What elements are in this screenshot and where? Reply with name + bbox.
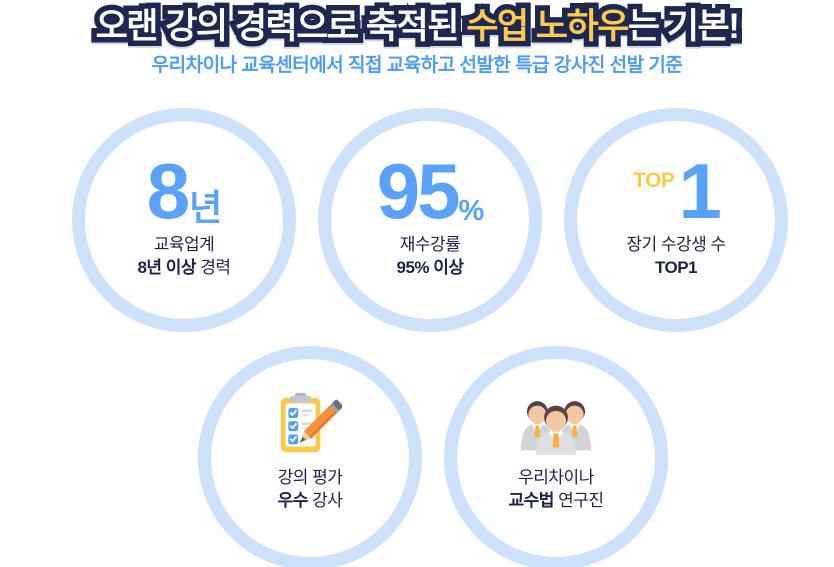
stat-prefix: TOP	[633, 169, 675, 193]
caption-line2: 95% 이상	[377, 257, 484, 280]
stat-number: 8	[146, 147, 190, 236]
caption-line2: 8년 이상 경력	[137, 257, 231, 280]
caption-line2-regular: 연구진	[553, 490, 604, 510]
stat-number: 1	[678, 147, 721, 236]
title-highlight: 수업 노하우	[466, 7, 629, 46]
clipboard-checklist-icon	[278, 392, 343, 458]
caption-line1: 교육업계	[153, 235, 215, 255]
stat-circle-reenrollment: 95% 재수강률 95% 이상	[318, 108, 542, 332]
stat-number: 95	[376, 147, 461, 236]
title-highlight: 수업 노하우	[461, 2, 635, 52]
caption-line1: 강의 평가	[277, 467, 343, 487]
stat-content: 95% 재수강률 95% 이상	[376, 147, 485, 280]
stat-value-top-rank: TOP 1	[626, 147, 725, 236]
caption-line2-bold: 8년 이상	[137, 257, 197, 277]
caption-line2-bold: 교수법	[508, 490, 554, 510]
feature-content: 우리차이나 교수법 연구진	[508, 392, 604, 513]
caption-line2-regular: 강사	[307, 490, 343, 510]
feature-circle-evaluation: 강의 평가 우수 강사	[198, 346, 422, 567]
page-subtitle: 우리차이나 교육센터에서 직접 교육하고 선발한 특급 강사진 선발 기준	[151, 55, 683, 76]
caption-line2-regular: 경력	[196, 257, 231, 277]
stat-value-reenrollment: 95%	[376, 147, 485, 236]
caption-line2: 우수 강사	[278, 490, 343, 513]
caption-line1: 재수강률	[399, 235, 461, 255]
page-title-fill: 오랜 강의 경력으로 축적된 수업 노하우는 기본!	[0, 6, 834, 47]
title-part-1: 오랜 강의 경력으로 축적된	[95, 7, 467, 46]
caption-line1: 우리차이나	[518, 467, 594, 487]
caption-line2: TOP1	[626, 257, 725, 280]
caption-line2-bold: 우수	[277, 490, 309, 510]
page-title-outline: 오랜 강의 경력으로 축적된 수업 노하우는 기본!	[0, 2, 834, 52]
stat-circle-top-rank: TOP 1 장기 수강생 수 TOP1	[564, 108, 788, 332]
instructors-icon	[508, 392, 603, 458]
feature-content: 강의 평가 우수 강사	[278, 392, 343, 513]
caption-line2: 교수법 연구진	[508, 490, 604, 513]
stat-unit: %	[458, 194, 484, 227]
page-title: 오랜 강의 경력으로 축적된 수업 노하우는 기본! 오랜 강의 경력으로 축적…	[0, 2, 834, 52]
stat-unit: 년	[189, 186, 222, 228]
feature-circle-research: 우리차이나 교수법 연구진	[444, 346, 668, 567]
caption-line2-bold: TOP1	[654, 257, 698, 277]
stat-content: TOP 1 장기 수강생 수 TOP1	[626, 147, 726, 280]
caption-line1: 장기 수강생 수	[626, 235, 726, 255]
title-part-3: 는 기본!	[627, 7, 740, 46]
title-part-1: 오랜 강의 경력으로 축적된	[90, 2, 467, 52]
title-part-3: 는 기본!	[622, 2, 745, 52]
caption-line2-bold: 95% 이상	[396, 257, 464, 277]
